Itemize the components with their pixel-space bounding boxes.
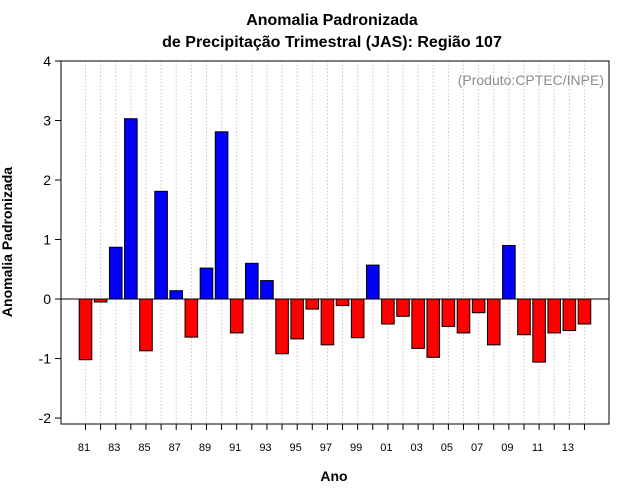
bar-13 bbox=[562, 298, 577, 332]
bar-04 bbox=[426, 298, 441, 358]
bar-09 bbox=[502, 244, 516, 300]
bar-01 bbox=[381, 298, 395, 325]
y-tick-label: -2 bbox=[39, 410, 52, 426]
y-tick-label: 4 bbox=[43, 53, 51, 69]
x-tick-label: 93 bbox=[259, 442, 271, 454]
bar-93 bbox=[260, 280, 274, 300]
bar-02 bbox=[396, 298, 410, 317]
x-tick-label: 99 bbox=[350, 442, 362, 454]
bar-81 bbox=[78, 298, 93, 361]
vertical-grid-lines bbox=[85, 61, 585, 424]
y-tick-label: 3 bbox=[43, 113, 51, 129]
bar-90 bbox=[214, 131, 229, 300]
x-tick-label: 09 bbox=[501, 442, 513, 454]
bar-94 bbox=[275, 298, 289, 355]
bar-85 bbox=[139, 298, 153, 352]
x-tick-label: 95 bbox=[290, 442, 302, 454]
y-axis-ticks: -2 -1 0 1 2 3 4 bbox=[39, 53, 61, 426]
bar-07 bbox=[471, 298, 486, 314]
bar-84 bbox=[124, 118, 138, 300]
y-tick-label: 0 bbox=[43, 291, 51, 307]
y-axis-label: Anomalia Padronizada bbox=[0, 167, 15, 317]
x-tick-label: 85 bbox=[138, 442, 150, 454]
x-tick-label: 83 bbox=[108, 442, 120, 454]
y-tick-label: -1 bbox=[39, 351, 52, 367]
credit-label: (Produto:CPTEC/INPE) bbox=[458, 72, 604, 88]
x-tick-label: 11 bbox=[532, 442, 543, 454]
bar-05 bbox=[441, 298, 456, 327]
x-tick-label: 89 bbox=[199, 442, 211, 454]
x-tick-label: 97 bbox=[320, 442, 332, 454]
bar-96 bbox=[305, 298, 320, 310]
bar-92 bbox=[245, 262, 259, 300]
bar-12 bbox=[547, 298, 562, 334]
x-tick-label: 05 bbox=[441, 442, 453, 454]
x-tick-label: 13 bbox=[562, 442, 574, 454]
x-tick-label: 03 bbox=[411, 442, 423, 454]
bar-00 bbox=[365, 264, 380, 300]
bar-89 bbox=[199, 267, 214, 300]
x-tick-label: 91 bbox=[229, 442, 241, 454]
x-tick-label: 01 bbox=[380, 442, 392, 454]
bars-group bbox=[78, 118, 592, 363]
plot-frame bbox=[60, 60, 610, 425]
y-tick-label: 2 bbox=[43, 172, 51, 188]
bar-14 bbox=[577, 298, 592, 325]
bar-08 bbox=[486, 298, 501, 346]
bar-95 bbox=[290, 298, 304, 340]
bar-98 bbox=[335, 298, 350, 307]
bar-83 bbox=[108, 246, 123, 300]
y-tick-label: 1 bbox=[43, 232, 51, 248]
bar-99 bbox=[350, 298, 365, 339]
chart-title-line2: de Precipitação Trimestral (JAS): Região… bbox=[162, 34, 502, 51]
x-tick-label: 87 bbox=[169, 442, 181, 454]
bar-06 bbox=[456, 298, 471, 334]
x-tick-label: 07 bbox=[471, 442, 483, 454]
bar-88 bbox=[184, 298, 199, 338]
x-axis-label: Ano bbox=[320, 468, 347, 484]
x-tick-label: 81 bbox=[78, 442, 90, 454]
bar-97 bbox=[320, 298, 335, 346]
x-axis-ticks: 81 83 85 87 89 91 93 95 97 99 01 03 05 07 09 11 13 bbox=[78, 424, 585, 454]
bar-11 bbox=[532, 298, 546, 363]
bar-03 bbox=[411, 298, 425, 349]
bar-91 bbox=[229, 298, 244, 334]
chart-title-line1: Anomalia Padronizada bbox=[246, 12, 418, 29]
bar-10 bbox=[517, 298, 531, 336]
bar-87 bbox=[169, 290, 184, 300]
bar-86 bbox=[154, 190, 168, 300]
